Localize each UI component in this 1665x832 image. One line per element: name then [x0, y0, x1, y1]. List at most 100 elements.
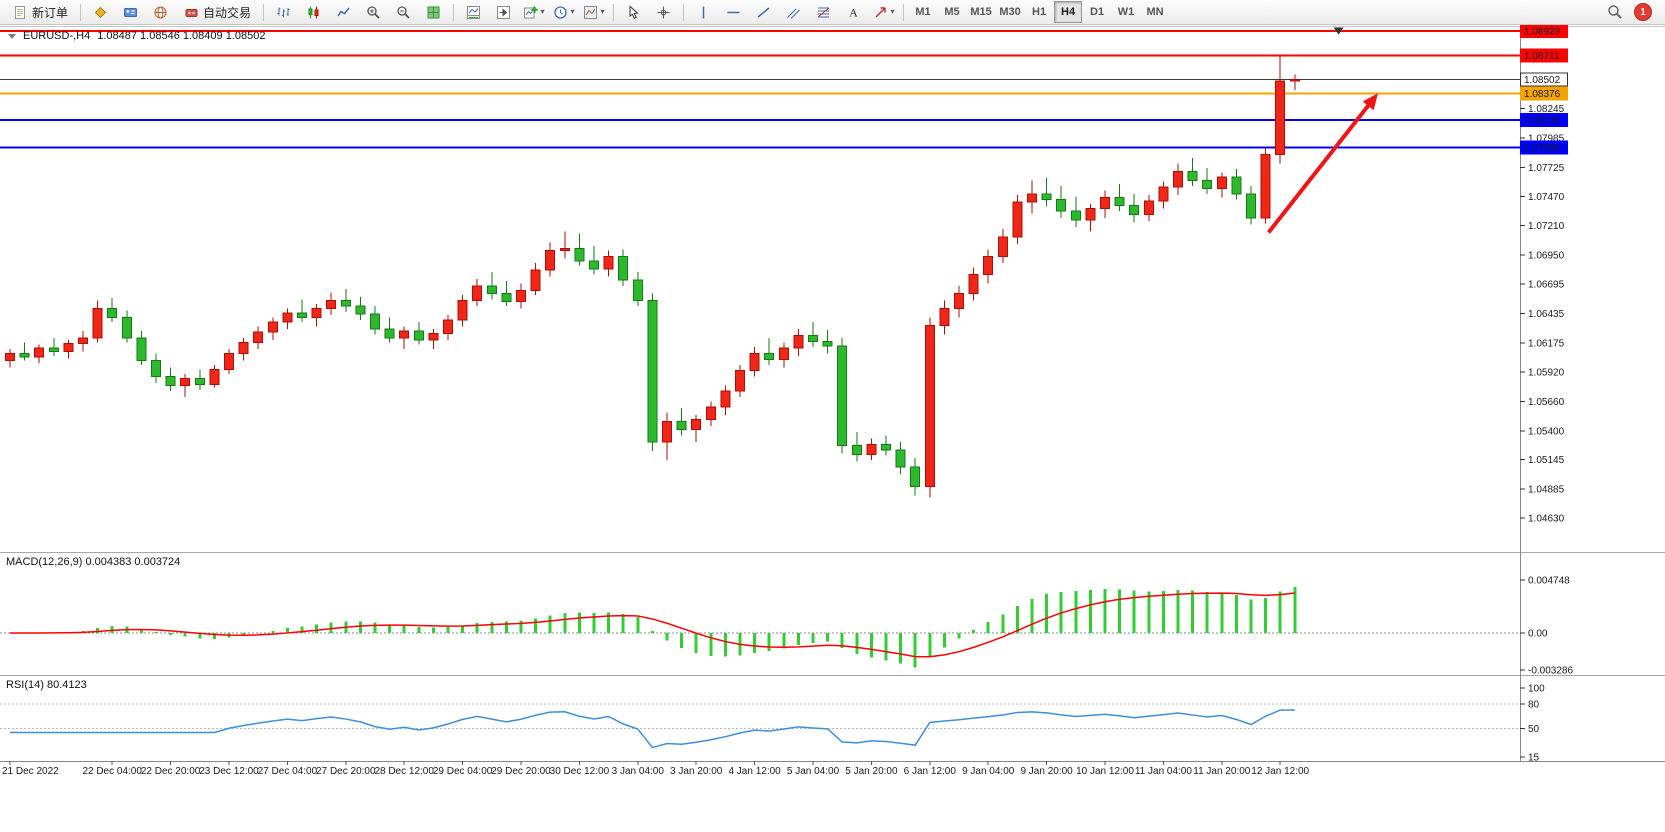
timeframe-h1-button[interactable]: H1 [1032, 6, 1047, 18]
toolbar-separator [453, 3, 455, 21]
price-tick-label: 1.05920 [1528, 367, 1565, 378]
rsi-indicator-label: RSI(14) 80.4123 [6, 679, 87, 691]
add-indicator-icon [523, 4, 539, 20]
accounts-button[interactable] [116, 1, 145, 24]
time-axis-label: 9 Jan 20:00 [1020, 766, 1073, 777]
timeframe-d1-button[interactable]: D1 [1090, 6, 1105, 18]
chart-shift-marker[interactable] [1333, 27, 1344, 35]
globe-icon [153, 4, 169, 20]
svg-text:1.08145: 1.08145 [1524, 115, 1561, 126]
fibonacci-tool-button[interactable] [809, 1, 838, 24]
time-axis-label: 10 Jan 12:00 [1076, 766, 1134, 777]
timeframe-m30-button[interactable]: M30 [999, 6, 1021, 18]
toolbar-separator [903, 3, 905, 21]
indicator-window-button[interactable] [459, 1, 488, 24]
text-icon: A [846, 4, 862, 20]
trend-arrow-annotation[interactable] [1266, 93, 1379, 234]
symbol-period-label: EURUSD-,H4 [23, 30, 91, 42]
chevron-down-icon: ▾ [570, 7, 575, 16]
line-chart-icon [336, 4, 352, 20]
time-axis-label: 5 Jan 20:00 [845, 766, 898, 777]
ohlc-values: 1.08487 1.08546 1.08409 1.08502 [97, 30, 266, 42]
time-axis-label: 3 Jan 04:00 [612, 766, 665, 777]
price-axis[interactable]: 1.08245 1.07985 1.07725 1.07470 1.07210 1.069… [1520, 24, 1573, 764]
price-tick-label: 1.05400 [1528, 426, 1565, 437]
price-tick-label: 1.05660 [1528, 397, 1565, 408]
time-axis-label: 12 Jan 12:00 [1251, 766, 1309, 777]
macd-signal-line [9, 592, 1295, 658]
time-axis-label: 27 Dec 04:00 [258, 766, 318, 777]
macd-panel[interactable] [0, 586, 1520, 668]
bar-chart-button[interactable] [269, 1, 298, 24]
rsi-panel[interactable] [0, 703, 1520, 749]
cursor-tool-button[interactable] [619, 1, 648, 24]
chart-shift-icon [496, 4, 512, 20]
svg-text:1.08929: 1.08929 [1524, 27, 1561, 38]
vertical-line-tool-button[interactable] [689, 1, 718, 24]
zoom-out-button[interactable] [389, 1, 418, 24]
timeframe-mn-button[interactable]: MN [1146, 6, 1164, 18]
new-order-button-label: 新订单 [32, 5, 69, 20]
gold-cube-button[interactable] [86, 1, 115, 24]
time-axis-label: 29 Dec 04:00 [433, 766, 493, 777]
candlestick-series[interactable] [5, 55, 1300, 498]
candlestick-icon [306, 4, 322, 20]
price-tick-label: 1.07470 [1528, 192, 1565, 203]
svg-text:1.08376: 1.08376 [1524, 89, 1561, 100]
vertical-line-icon [696, 4, 712, 20]
toolbar-separator [683, 3, 685, 21]
price-badge: 1.08376 [1520, 86, 1568, 101]
time-axis-label: 29 Dec 20:00 [491, 766, 551, 777]
crosshair-icon [656, 4, 672, 20]
tile-windows-button[interactable] [419, 1, 448, 24]
timeframe-w1-button[interactable]: W1 [1117, 6, 1135, 18]
candlestick-chart-button[interactable] [299, 1, 328, 24]
notification-badge[interactable]: 1 [1634, 3, 1652, 21]
auto-trading-button-label: 自动交易 [203, 5, 252, 20]
collapse-triangle-icon[interactable] [8, 33, 16, 39]
timeframe-m15-button[interactable]: M15 [970, 6, 992, 18]
search-icon [1607, 4, 1623, 20]
periods-button[interactable]: ▾ [549, 1, 578, 24]
arrows-tool-button[interactable]: ▾ [869, 1, 898, 24]
channel-tool-button[interactable] [779, 1, 808, 24]
chart-ohlc-header: EURUSD-,H4 1.08487 1.08546 1.08409 1.085… [8, 30, 265, 42]
search-button[interactable] [1600, 1, 1629, 24]
templates-button[interactable]: ▾ [579, 1, 608, 24]
macd-tick-label: -0.003286 [1528, 665, 1573, 676]
zoom-out-icon [396, 4, 412, 20]
horizontal-line-tool-button[interactable] [719, 1, 748, 24]
time-axis-label: 30 Dec 12:00 [550, 766, 610, 777]
crosshair-tool-button[interactable] [649, 1, 678, 24]
time-axis-label: 3 Jan 20:00 [670, 766, 723, 777]
time-axis-label: 21 Dec 2022 [2, 766, 59, 777]
auto-trading-button[interactable]: 自动交易 [176, 1, 258, 24]
svg-text:1.07899: 1.07899 [1524, 143, 1561, 154]
price-badge: 1.08711 [1520, 48, 1568, 63]
price-tick-label: 1.05145 [1528, 455, 1565, 466]
web-terminal-button[interactable] [146, 1, 175, 24]
zoom-in-button[interactable] [359, 1, 388, 24]
zoom-in-icon [366, 4, 382, 20]
line-chart-button[interactable] [329, 1, 358, 24]
rsi-tick-label: 15 [1528, 752, 1540, 763]
timeframe-h4-button[interactable]: H4 [1054, 1, 1083, 23]
template-icon [583, 4, 599, 20]
time-axis-label: 27 Dec 20:00 [316, 766, 376, 777]
svg-text:1.08711: 1.08711 [1524, 51, 1560, 62]
time-axis-label: 22 Dec 04:00 [82, 766, 142, 777]
gold-cube-icon [93, 4, 109, 20]
time-axis-label: 9 Jan 04:00 [962, 766, 1015, 777]
rsi-tick-label: 100 [1528, 684, 1545, 695]
timeframe-m5-button[interactable]: M5 [944, 6, 960, 18]
new-order-button[interactable]: 新订单 [5, 1, 75, 24]
chart-shift-button[interactable] [489, 1, 518, 24]
timeframe-m1-button[interactable]: M1 [915, 6, 931, 18]
add-indicator-button[interactable]: ▾ [519, 1, 548, 24]
trendline-tool-button[interactable] [749, 1, 778, 24]
indicator-window-icon [466, 4, 482, 20]
text-tool-button[interactable]: A [839, 1, 868, 24]
price-tick-label: 1.08245 [1528, 104, 1565, 115]
